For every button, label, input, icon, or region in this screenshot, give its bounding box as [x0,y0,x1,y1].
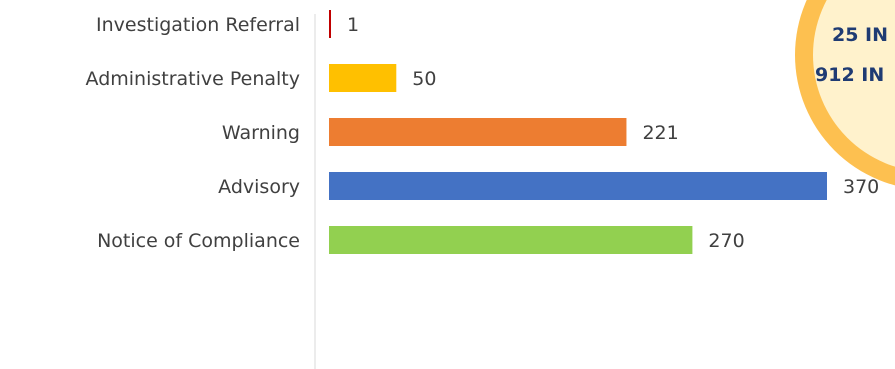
value-label-administrative-penalty: 50 [412,68,436,90]
bar-warning [329,118,627,146]
bar-investigation-referral [329,10,331,38]
summary-badge-fill [813,0,895,167]
category-label-investigation-referral: Investigation Referral [96,14,300,36]
value-label-investigation-referral: 1 [347,14,359,36]
value-label-warning: 221 [642,122,678,144]
bar-administrative-penalty [329,64,397,92]
category-label-administrative-penalty: Administrative Penalty [86,68,300,90]
category-label-notice-of-compliance: Notice of Compliance [97,230,300,252]
summary-badge: 25 IN 912 IN [795,0,895,186]
bars-group: Investigation Referral 1 Administrative Pe… [86,10,879,254]
value-label-advisory: 370 [843,176,879,198]
category-label-warning: Warning [222,122,300,144]
category-label-advisory: Advisory [218,176,300,198]
summary-badge-line2: 912 IN [815,64,884,86]
bar-notice-of-compliance [329,226,693,254]
bar-advisory [329,172,827,200]
summary-badge-line1: 25 IN [832,24,888,46]
value-label-notice-of-compliance: 270 [708,230,744,252]
